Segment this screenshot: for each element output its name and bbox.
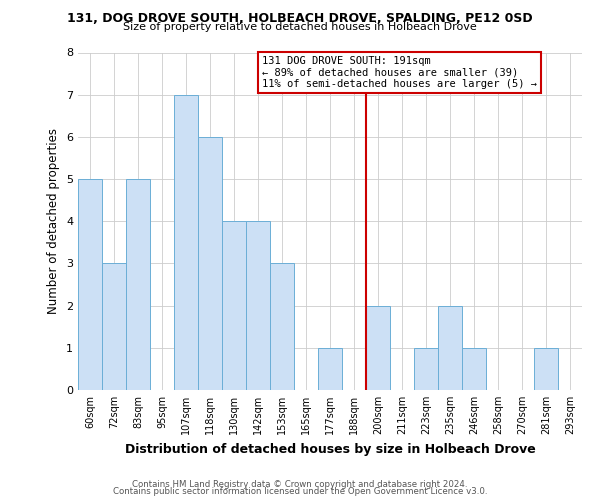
Bar [366,306,390,390]
Text: Contains public sector information licensed under the Open Government Licence v3: Contains public sector information licen… [113,488,487,496]
Bar [534,348,558,390]
Text: Size of property relative to detached houses in Holbeach Drove: Size of property relative to detached ho… [123,22,477,32]
Bar [126,179,150,390]
Bar [222,221,246,390]
Bar [102,264,126,390]
Bar [246,221,270,390]
Bar [462,348,486,390]
Text: 131 DOG DROVE SOUTH: 191sqm
← 89% of detached houses are smaller (39)
11% of sem: 131 DOG DROVE SOUTH: 191sqm ← 89% of det… [262,56,537,89]
Bar [318,348,342,390]
Y-axis label: Number of detached properties: Number of detached properties [47,128,61,314]
Text: 131, DOG DROVE SOUTH, HOLBEACH DROVE, SPALDING, PE12 0SD: 131, DOG DROVE SOUTH, HOLBEACH DROVE, SP… [67,12,533,26]
Bar [78,179,102,390]
Bar [438,306,462,390]
Bar [174,94,198,390]
Bar [270,264,294,390]
Bar [414,348,438,390]
Bar [198,137,222,390]
X-axis label: Distribution of detached houses by size in Holbeach Drove: Distribution of detached houses by size … [125,442,535,456]
Text: Contains HM Land Registry data © Crown copyright and database right 2024.: Contains HM Land Registry data © Crown c… [132,480,468,489]
